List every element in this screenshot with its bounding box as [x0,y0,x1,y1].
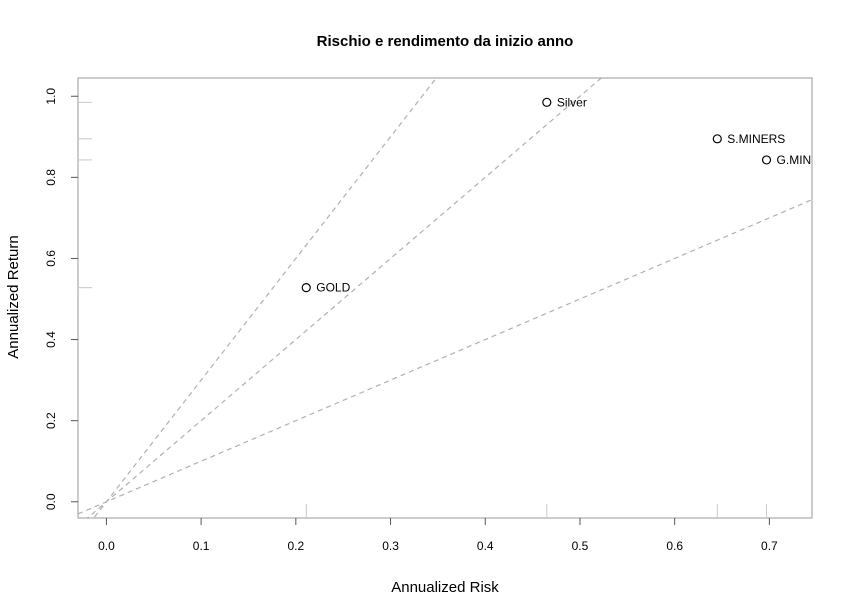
data-point-label: S.MINERS [727,132,785,146]
x-tick-label: 0.3 [382,539,399,553]
x-tick-label: 0.0 [98,539,115,553]
data-point [761,155,772,165]
x-tick-label: 0.7 [761,539,778,553]
chart-title: Rischio e rendimento da inizio anno [317,33,574,50]
data-point [301,283,311,293]
y-tick-label: 0.4 [44,331,58,348]
reference-lines [78,78,812,518]
reference-line-2 [78,199,812,515]
y-tick-label: 0.8 [44,169,58,186]
y-axis-label: Annualized Return [5,235,22,358]
y-tick-label: 0.2 [44,412,58,429]
reference-line-1 [86,78,603,518]
x-tick-label: 0.2 [287,539,304,553]
data-point-label: GOLD [316,281,350,295]
plot-area: 0.0 0.1 0.2 0.3 0.4 0.5 0.6 0.7 0.0 0.2 0.4 0.6 0.8 1… [44,77,813,553]
y-tick-label: 1.0 [44,88,58,105]
data-point-label: Silver [557,95,587,109]
x-tick-label: 0.5 [572,539,589,553]
x-axis-label: Annualized Risk [391,579,499,596]
x-tick-label: 0.6 [666,539,683,553]
y-tick-label: 0.0 [44,493,58,510]
x-tick-label: 0.1 [193,539,210,553]
data-point-label: G.MIN [777,153,812,167]
x-tick-label: 0.4 [477,539,494,553]
data-point [542,97,552,107]
plot-frame [77,77,813,519]
data-point [712,134,722,144]
y-tick-label: 0.6 [44,250,58,267]
reference-line-0 [93,78,438,518]
